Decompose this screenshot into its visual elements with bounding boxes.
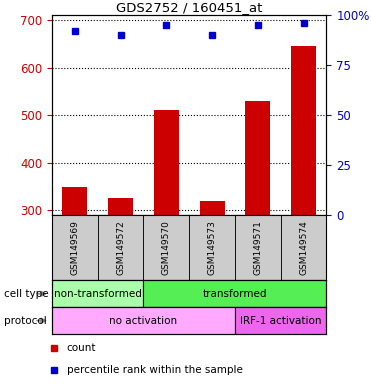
Bar — [245, 101, 270, 215]
Text: cell type: cell type — [4, 289, 48, 299]
Text: protocol: protocol — [4, 316, 46, 326]
FancyBboxPatch shape — [189, 215, 235, 280]
Text: GSM149571: GSM149571 — [253, 220, 262, 275]
Text: GSM149574: GSM149574 — [299, 220, 308, 275]
FancyBboxPatch shape — [235, 307, 326, 334]
FancyBboxPatch shape — [98, 215, 144, 280]
Text: count: count — [67, 343, 96, 354]
Text: non-transformed: non-transformed — [54, 289, 142, 299]
FancyBboxPatch shape — [281, 215, 326, 280]
Text: IRF-1 activation: IRF-1 activation — [240, 316, 322, 326]
FancyBboxPatch shape — [144, 215, 189, 280]
FancyBboxPatch shape — [235, 215, 281, 280]
Text: transformed: transformed — [203, 289, 267, 299]
FancyBboxPatch shape — [144, 280, 326, 307]
Bar — [108, 199, 133, 215]
Text: percentile rank within the sample: percentile rank within the sample — [67, 364, 243, 375]
Bar — [291, 46, 316, 215]
Bar — [62, 187, 88, 215]
Text: GSM149572: GSM149572 — [116, 220, 125, 275]
FancyBboxPatch shape — [52, 280, 144, 307]
Text: GSM149573: GSM149573 — [208, 220, 217, 275]
FancyBboxPatch shape — [52, 307, 235, 334]
Text: no activation: no activation — [109, 316, 177, 326]
FancyBboxPatch shape — [52, 215, 98, 280]
Text: GSM149570: GSM149570 — [162, 220, 171, 275]
Bar — [200, 201, 225, 215]
Title: GDS2752 / 160451_at: GDS2752 / 160451_at — [116, 1, 262, 14]
Text: GSM149569: GSM149569 — [70, 220, 79, 275]
Bar — [154, 111, 179, 215]
